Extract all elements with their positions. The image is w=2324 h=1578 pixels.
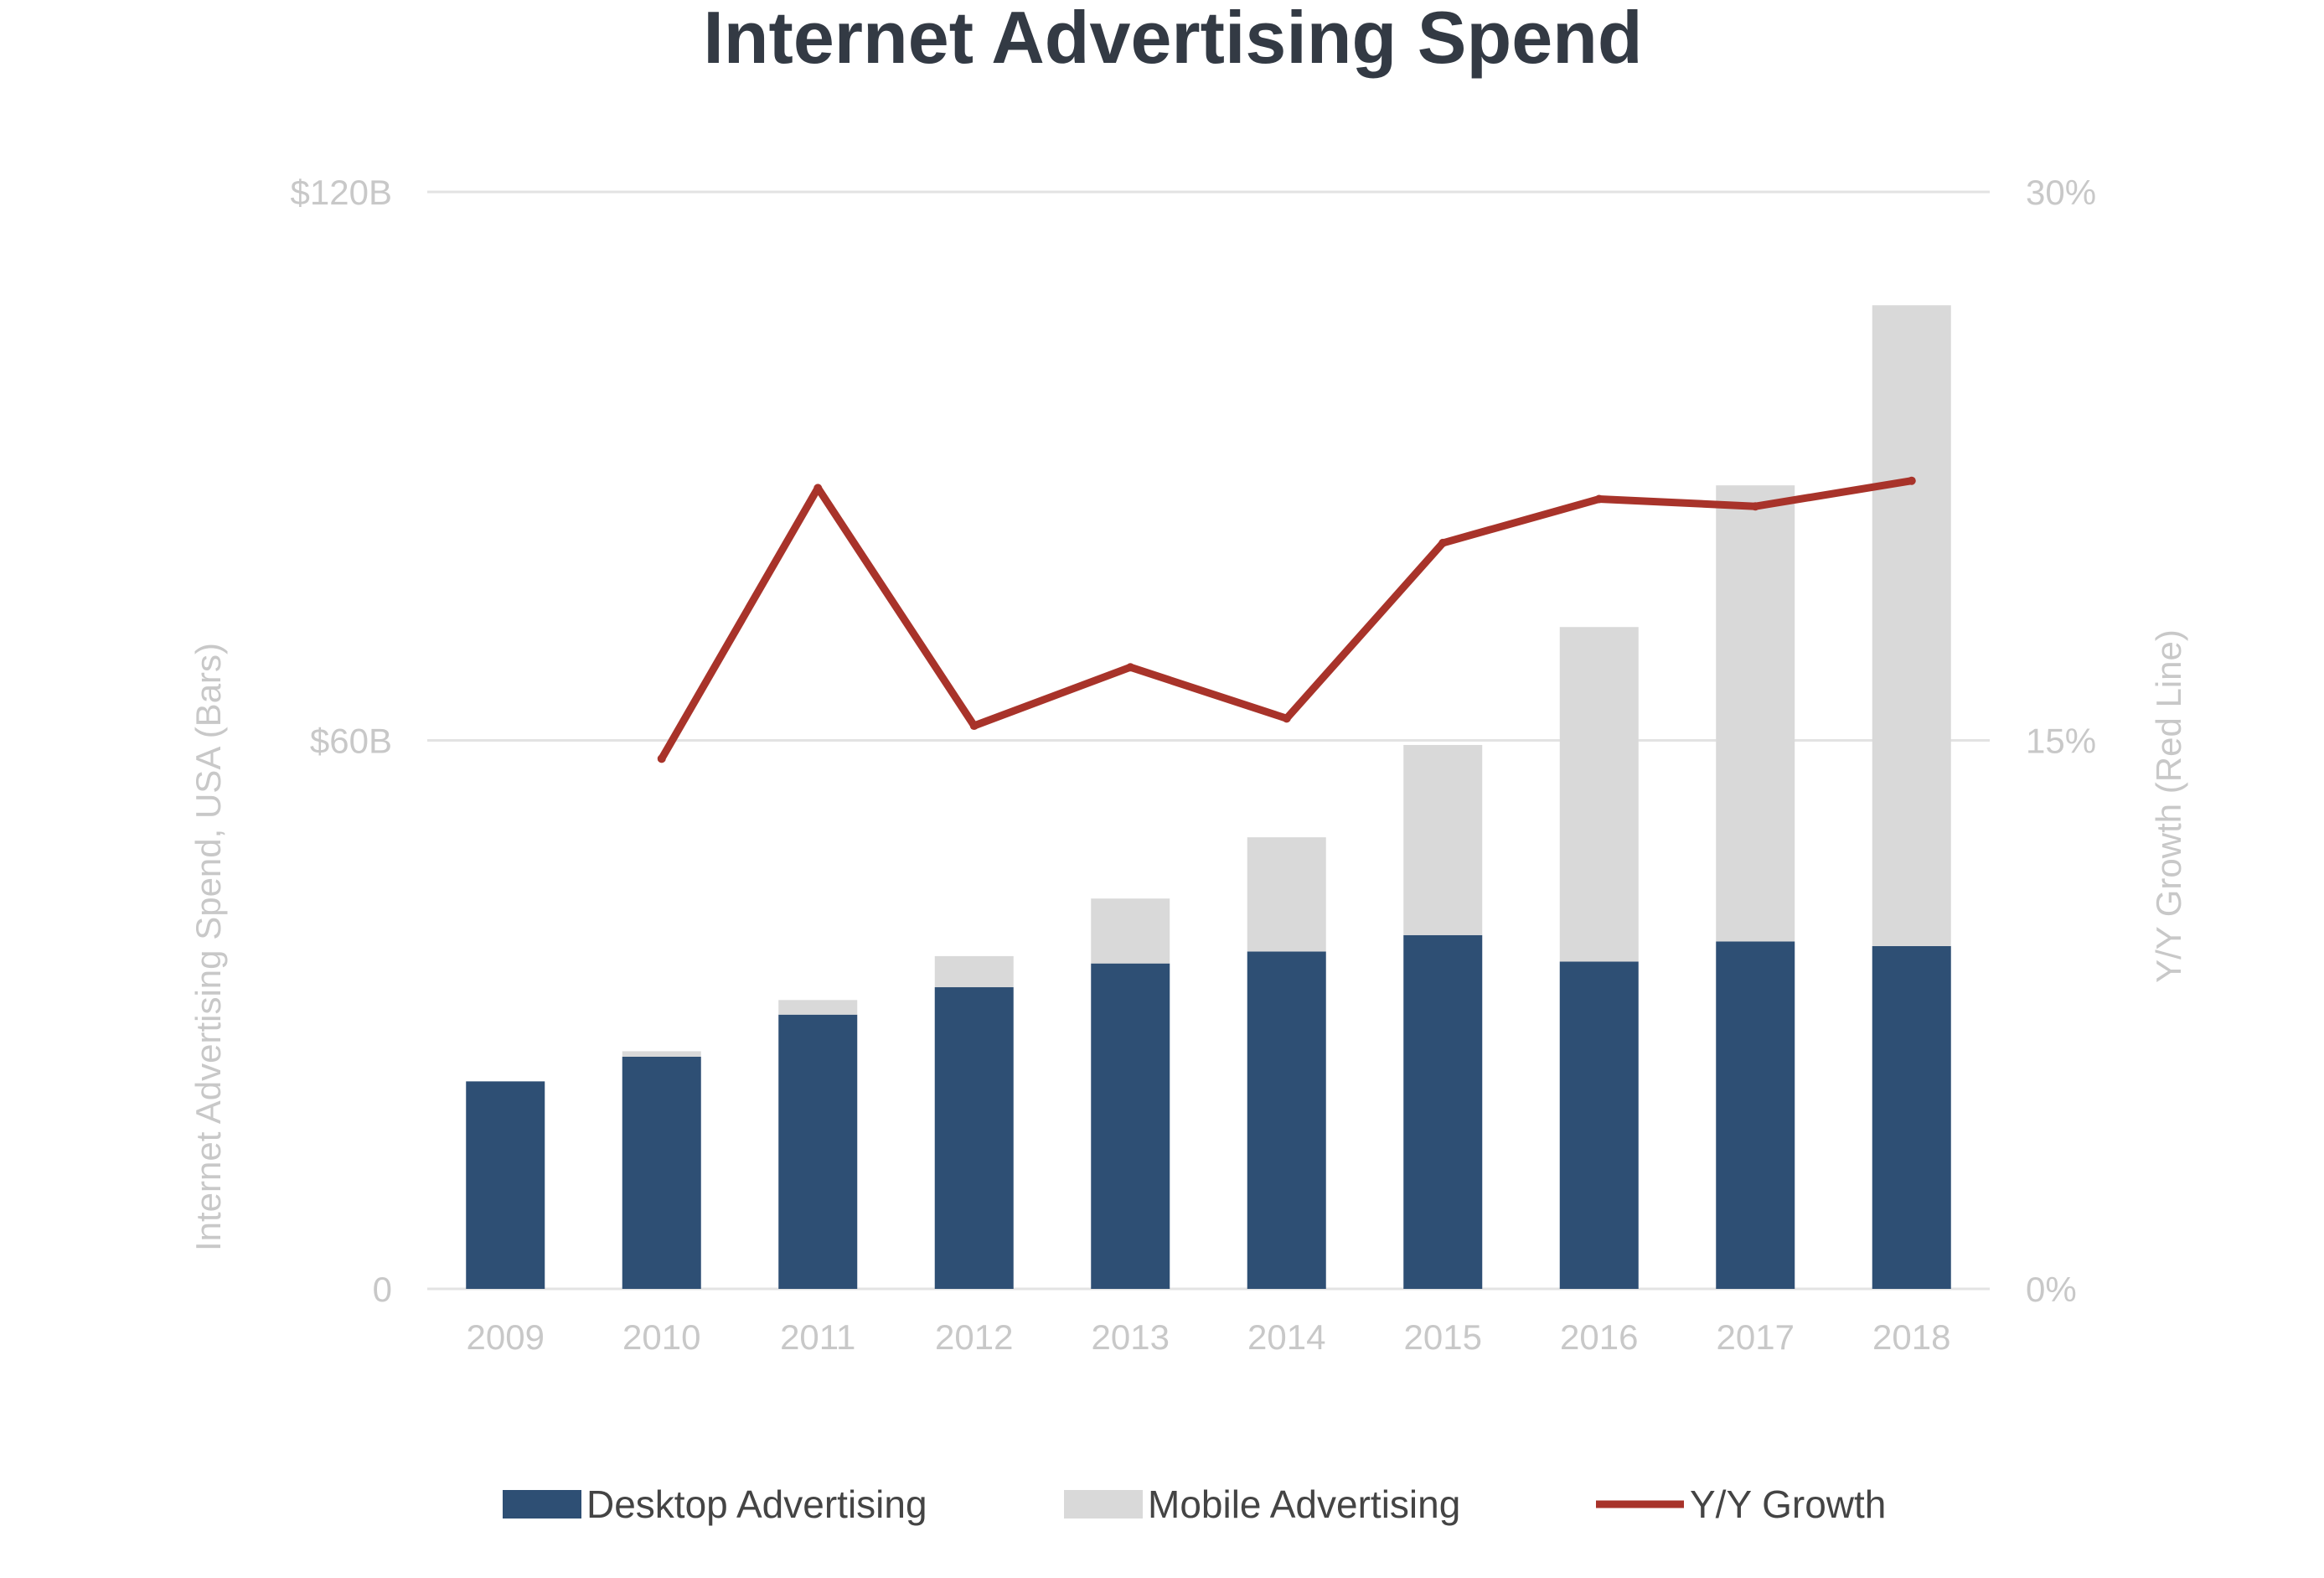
growth-point-2018 xyxy=(1907,476,1916,485)
bar-mobile-advertising-2011 xyxy=(778,1000,858,1015)
growth-point-2016 xyxy=(1594,494,1604,504)
bar-desktop-advertising-2009 xyxy=(466,1081,545,1289)
bar-mobile-advertising-2013 xyxy=(1091,898,1170,964)
y-right-tick-label: 30% xyxy=(2026,173,2096,212)
legend: Desktop Advertising Mobile Advertising Y/Y… xyxy=(503,1482,1886,1526)
bars xyxy=(466,305,1951,1289)
growth-point-2010 xyxy=(657,754,666,763)
growth-line-layer xyxy=(657,476,1916,763)
x-tick-label: 2010 xyxy=(622,1317,700,1357)
legend-label-y-y-growth: Y/Y Growth xyxy=(1690,1482,1886,1526)
bar-mobile-advertising-2014 xyxy=(1247,837,1326,952)
legend-label-desktop-advertising: Desktop Advertising xyxy=(586,1482,927,1526)
x-tick-label: 2018 xyxy=(1872,1317,1950,1357)
growth-point-2012 xyxy=(969,722,979,731)
y-left-tick-label: 0 xyxy=(373,1270,392,1309)
y-axis-left-title: Internet Advertising Spend, USA (Bars) xyxy=(189,643,228,1251)
legend-label-mobile-advertising: Mobile Advertising xyxy=(1148,1482,1460,1526)
bar-desktop-advertising-2012 xyxy=(934,987,1014,1289)
y-right-tick-label: 0% xyxy=(2026,1270,2077,1309)
x-tick-label: 2011 xyxy=(780,1317,855,1357)
growth-point-2017 xyxy=(1751,502,1760,511)
bar-desktop-advertising-2013 xyxy=(1091,963,1170,1289)
growth-point-2013 xyxy=(1126,663,1135,672)
chart-title: Internet Advertising Spend xyxy=(703,0,1642,79)
bar-mobile-advertising-2012 xyxy=(934,955,1014,988)
y-left-tick-label: $60B xyxy=(310,722,392,761)
y-left-tick-label: $120B xyxy=(291,173,392,212)
bar-desktop-advertising-2017 xyxy=(1716,941,1795,1289)
x-tick-label: 2012 xyxy=(935,1317,1013,1357)
bar-desktop-advertising-2010 xyxy=(622,1056,701,1289)
bar-desktop-advertising-2016 xyxy=(1559,961,1639,1289)
y-axis-right-title: Y/Y Growth (Red Line) xyxy=(2149,629,2188,983)
bar-mobile-advertising-2016 xyxy=(1559,627,1639,962)
axes: Internet Advertising Spend, USA (Bars) Y… xyxy=(189,173,2188,1357)
x-tick-label: 2017 xyxy=(1717,1317,1795,1357)
growth-point-2011 xyxy=(813,484,823,493)
x-tick-label: 2016 xyxy=(1560,1317,1638,1357)
bar-mobile-advertising-2015 xyxy=(1403,744,1483,935)
bar-desktop-advertising-2018 xyxy=(1872,945,1951,1289)
bar-desktop-advertising-2015 xyxy=(1403,934,1483,1289)
y-right-tick-label: 15% xyxy=(2026,722,2096,761)
x-tick-label: 2009 xyxy=(467,1317,545,1357)
x-tick-label: 2013 xyxy=(1092,1317,1170,1357)
growth-point-2014 xyxy=(1282,714,1291,723)
bar-desktop-advertising-2011 xyxy=(778,1014,858,1289)
x-tick-label: 2014 xyxy=(1247,1317,1325,1357)
legend-swatch-mobile-advertising xyxy=(1064,1490,1143,1519)
growth-point-2015 xyxy=(1438,538,1448,547)
bar-mobile-advertising-2017 xyxy=(1716,485,1795,942)
bar-desktop-advertising-2014 xyxy=(1247,951,1326,1289)
legend-swatch-desktop-advertising xyxy=(503,1490,581,1519)
bar-mobile-advertising-2018 xyxy=(1872,305,1951,946)
bar-mobile-advertising-2010 xyxy=(622,1051,701,1057)
x-tick-label: 2015 xyxy=(1404,1317,1482,1357)
